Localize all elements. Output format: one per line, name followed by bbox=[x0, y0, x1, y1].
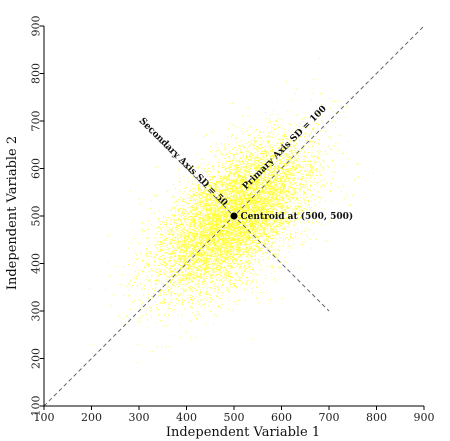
scatter-point-cloud bbox=[89, 57, 374, 364]
x-tick-label: 100 bbox=[34, 411, 55, 424]
y-tick-label: 400 bbox=[30, 253, 43, 274]
x-tick-label: 200 bbox=[81, 411, 102, 424]
scatter-points bbox=[89, 57, 374, 364]
x-axis-title: Independent Variable 1 bbox=[166, 425, 320, 440]
x-tick-label: 700 bbox=[319, 411, 340, 424]
x-tick-label: 300 bbox=[129, 411, 150, 424]
secondary-axis-label: Secondary Axis SD = 50 bbox=[137, 116, 229, 208]
x-tick-label: 400 bbox=[176, 411, 197, 424]
x-tick-label: 600 bbox=[271, 411, 292, 424]
y-axis-title: Independent Variable 2 bbox=[5, 136, 20, 290]
y-tick-label: 100 bbox=[30, 396, 43, 417]
x-tick-label: 900 bbox=[414, 411, 435, 424]
x-tick-label: 500 bbox=[224, 411, 245, 424]
primary-axis-label: Primary Axis SD = 100 bbox=[241, 104, 329, 192]
y-tick-label: 600 bbox=[30, 158, 43, 179]
y-tick-label: 300 bbox=[30, 301, 43, 322]
centroid-label: Centroid at (500, 500) bbox=[241, 211, 354, 222]
y-tick-label: 800 bbox=[30, 63, 43, 84]
x-tick-label: 800 bbox=[366, 411, 387, 424]
axes: 100 200 300 400 500 600 700 800 900 100 200 300 400 5… bbox=[30, 16, 435, 425]
y-tick-label: 700 bbox=[30, 111, 43, 132]
centroid-marker bbox=[230, 212, 238, 220]
y-tick-label: 200 bbox=[30, 348, 43, 369]
y-tick-label: 900 bbox=[30, 16, 43, 37]
y-tick-label: 500 bbox=[30, 206, 43, 227]
